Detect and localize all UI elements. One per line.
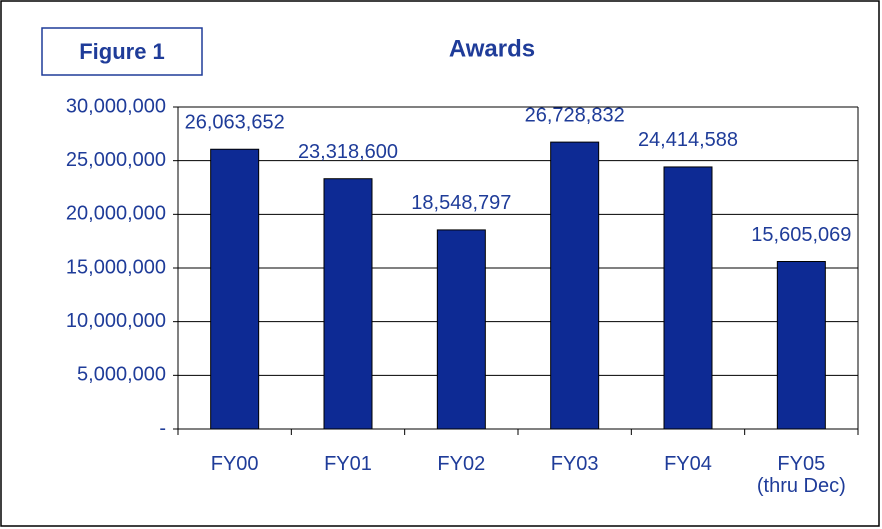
y-tick-label: - — [159, 417, 166, 439]
y-tick-label: 20,000,000 — [66, 203, 166, 225]
value-label: 26,063,652 — [185, 112, 285, 134]
value-label: 15,605,069 — [751, 224, 851, 246]
bar — [776, 261, 826, 430]
bar — [210, 148, 260, 430]
y-tick-label: 25,000,000 — [66, 149, 166, 171]
x-tick-label-box: FY03 — [550, 453, 599, 475]
x-tick-label-box: FY01 — [324, 453, 372, 475]
x-tick-label-box: FY05 (thru Dec) — [756, 453, 846, 497]
x-tick-label: FY02 — [437, 453, 486, 475]
x-tick-label: FY05 (thru Dec) — [756, 453, 846, 497]
chart-title: Awards — [449, 35, 535, 62]
value-label: 24,414,588 — [638, 129, 738, 151]
value-label: 26,728,832 — [525, 104, 625, 126]
x-tick-label-box: FY04 — [664, 453, 712, 475]
figure-box — [41, 27, 203, 76]
value-label: 18,548,797 — [411, 192, 511, 214]
x-tick-label: FY00 — [210, 453, 259, 475]
bar — [436, 229, 486, 430]
figure-label: Figure 1 — [79, 39, 165, 64]
value-label: 23,318,600 — [298, 141, 398, 163]
x-tick-label: FY03 — [550, 453, 599, 475]
bar — [323, 178, 373, 430]
y-tick-label: 15,000,000 — [66, 256, 166, 278]
y-tick-label: 5,000,000 — [77, 364, 166, 386]
bar — [663, 166, 713, 430]
bar — [550, 141, 600, 430]
x-tick-label-box: FY00 — [210, 453, 259, 475]
x-tick-label: FY04 — [664, 453, 712, 475]
y-tick-label: 30,000,000 — [66, 95, 166, 117]
y-tick-label: 10,000,000 — [66, 310, 166, 332]
x-tick-label: FY01 — [324, 453, 372, 475]
x-tick-label-box: FY02 — [437, 453, 486, 475]
